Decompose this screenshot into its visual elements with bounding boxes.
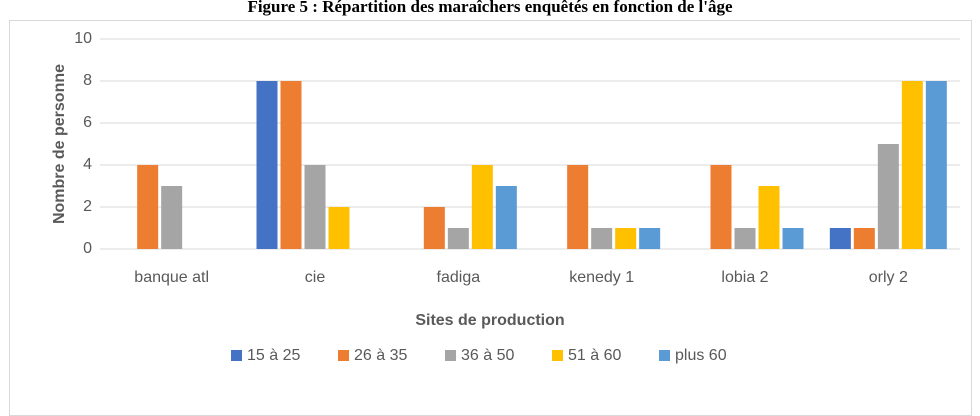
bar [137,165,159,249]
chart-title: Figure 5 : Répartition des maraîchers en… [247,0,733,16]
legend-label: 26 à 35 [354,347,407,364]
bar [877,144,899,249]
x-tick-label: fadiga [437,269,481,286]
y-tick-label: 4 [83,156,92,173]
legend-swatch [552,350,563,361]
bar [782,228,804,249]
y-axis-title: Nombre de personne [51,64,68,224]
bar [710,165,732,249]
legend-swatch [231,350,242,361]
bar [567,165,589,249]
bar [423,207,445,249]
bar [853,228,875,249]
bar [471,165,493,249]
bar [734,228,756,249]
x-tick-label: banque atl [134,269,209,286]
legend-swatch [659,350,670,361]
legend-label: plus 60 [675,347,727,364]
bar [328,207,350,249]
x-tick-label: kenedy 1 [569,269,634,286]
legend-swatch [445,350,456,361]
bar [639,228,661,249]
legend-swatch [338,350,349,361]
bar [304,165,326,249]
bar [161,186,183,249]
x-tick-label: orly 2 [869,269,908,286]
bar [901,81,923,249]
bar [447,228,469,249]
y-tick-label: 6 [83,114,92,131]
y-tick-label: 8 [83,72,92,89]
bar [615,228,637,249]
x-tick-label: cie [305,269,326,286]
bar [495,186,517,249]
y-tick-label: 0 [83,240,92,257]
bar [591,228,613,249]
bar [256,81,278,249]
y-tick-label: 10 [74,30,92,47]
bar [829,228,851,249]
x-axis-title: Sites de production [415,312,564,329]
x-tick-label: lobia 2 [721,269,768,286]
y-tick-label: 2 [83,198,92,215]
legend-label: 15 à 25 [247,347,300,364]
bar [280,81,302,249]
legend-label: 36 à 50 [461,347,514,364]
bar [925,81,947,249]
legend-label: 51 à 60 [568,347,621,364]
bar [758,186,780,249]
